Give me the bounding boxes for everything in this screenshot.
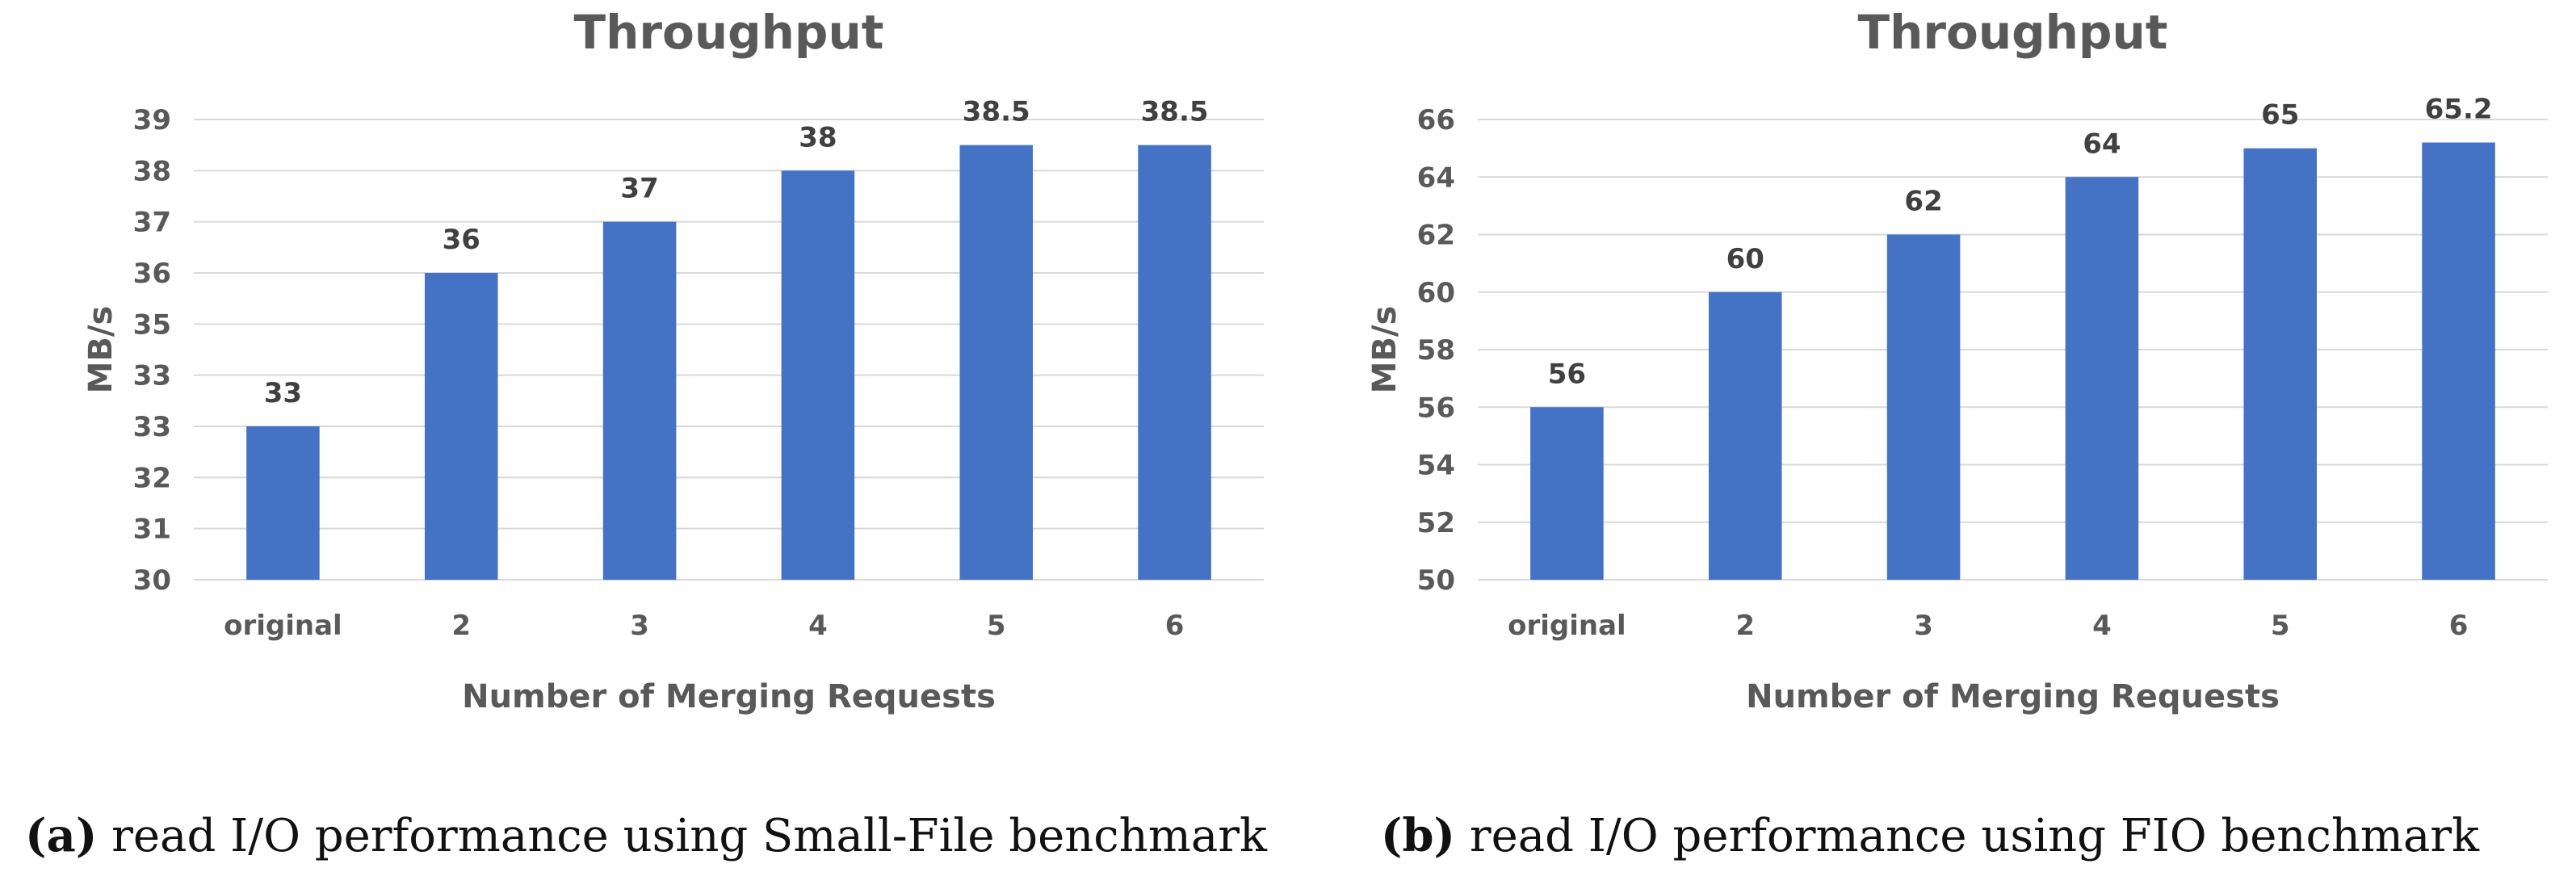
- bar: [2065, 177, 2139, 580]
- y-tick-label: 30: [133, 564, 171, 597]
- y-tick-label: 64: [1417, 161, 1455, 194]
- y-tick-label: 54: [1417, 450, 1455, 482]
- caption-b-text: read I/O performance using FIO benchmark: [1469, 810, 2480, 862]
- y-axis-title: MB/s: [82, 306, 120, 394]
- y-tick-label: 38: [133, 155, 171, 187]
- y-tick-label: 62: [1417, 220, 1455, 252]
- chart-panel-a: Throughput 30 31 32 33 33 35 36 37 38 39 33 original…: [16, 0, 1276, 889]
- x-axis-title: Number of Merging Requests: [1746, 678, 2280, 715]
- caption-a-text: read I/O performance using Small-File be…: [111, 810, 1267, 862]
- bar: [2243, 148, 2318, 580]
- x-tick-label: 4: [2092, 610, 2112, 642]
- y-tick-label: 52: [1417, 507, 1455, 539]
- data-label: 60: [1726, 243, 1764, 275]
- data-label: 38: [799, 121, 837, 153]
- data-label: 38.5: [1141, 96, 1209, 128]
- data-label: 64: [2083, 128, 2121, 160]
- y-tick-label: 37: [133, 207, 171, 239]
- y-tick-label: 36: [133, 258, 171, 290]
- bar: [1886, 234, 1961, 580]
- caption-a-tag: (a): [25, 809, 98, 862]
- bar-chart-b: Throughput50525456586062646656original60…: [1366, 5, 2548, 715]
- caption-b: (b) read I/O performance using FIO bench…: [1300, 809, 2560, 862]
- bar: [959, 145, 1034, 580]
- bar: [1708, 291, 1782, 580]
- x-tick-label: 6: [1165, 610, 1185, 642]
- y-tick-label: 31: [133, 514, 171, 546]
- x-tick-label: 3: [630, 610, 649, 642]
- y-tick-label: 33: [133, 411, 171, 443]
- x-tick-label: 6: [2449, 610, 2469, 642]
- y-tick-label: 66: [1417, 104, 1455, 136]
- y-tick-label: 58: [1417, 334, 1455, 367]
- y-tick-label: 50: [1417, 564, 1455, 597]
- data-label: 62: [1904, 186, 1942, 218]
- data-label: 37: [620, 173, 658, 205]
- chart-panel-b: Throughput 50 52 54 56 58 60 62 64 66 56 original 60…: [1300, 0, 2560, 889]
- y-tick-label: 56: [1417, 392, 1455, 424]
- x-tick-label: 3: [1914, 610, 1933, 642]
- y-axis-title: MB/s: [1366, 306, 1403, 394]
- data-label: 36: [443, 224, 480, 256]
- bar: [2422, 142, 2495, 580]
- y-tick-label: 32: [133, 462, 171, 494]
- x-tick-label: 2: [1735, 610, 1755, 642]
- x-tick-label: 2: [451, 610, 471, 642]
- x-axis-title: Number of Merging Requests: [462, 678, 996, 715]
- bar-chart-a: Throughput3031323333353637383933original…: [82, 5, 1264, 715]
- bar: [246, 426, 320, 580]
- bar: [1138, 145, 1211, 580]
- y-tick-label: 33: [133, 360, 171, 392]
- caption-b-tag: (b): [1380, 809, 1456, 862]
- x-tick-label: 5: [2271, 610, 2290, 642]
- data-label: 65: [2261, 99, 2299, 132]
- caption-a: (a) read I/O performance using Small-Fil…: [16, 809, 1276, 862]
- x-tick-label: original: [1508, 610, 1626, 642]
- bar: [602, 221, 677, 580]
- chart-title: Throughput: [574, 5, 884, 60]
- data-label: 65.2: [2425, 94, 2493, 126]
- data-label: 38.5: [963, 96, 1030, 128]
- chart-title: Throughput: [1858, 5, 2168, 60]
- x-tick-label: original: [224, 610, 342, 642]
- x-tick-label: 5: [987, 610, 1006, 642]
- y-tick-label: 60: [1417, 277, 1455, 309]
- bar: [781, 170, 855, 581]
- y-tick-label: 39: [133, 104, 171, 136]
- data-label: 33: [264, 377, 302, 409]
- bar: [424, 273, 498, 580]
- data-label: 56: [1548, 358, 1586, 390]
- y-tick-label: 35: [133, 308, 171, 341]
- x-tick-label: 4: [808, 610, 828, 642]
- bar: [1530, 407, 1604, 580]
